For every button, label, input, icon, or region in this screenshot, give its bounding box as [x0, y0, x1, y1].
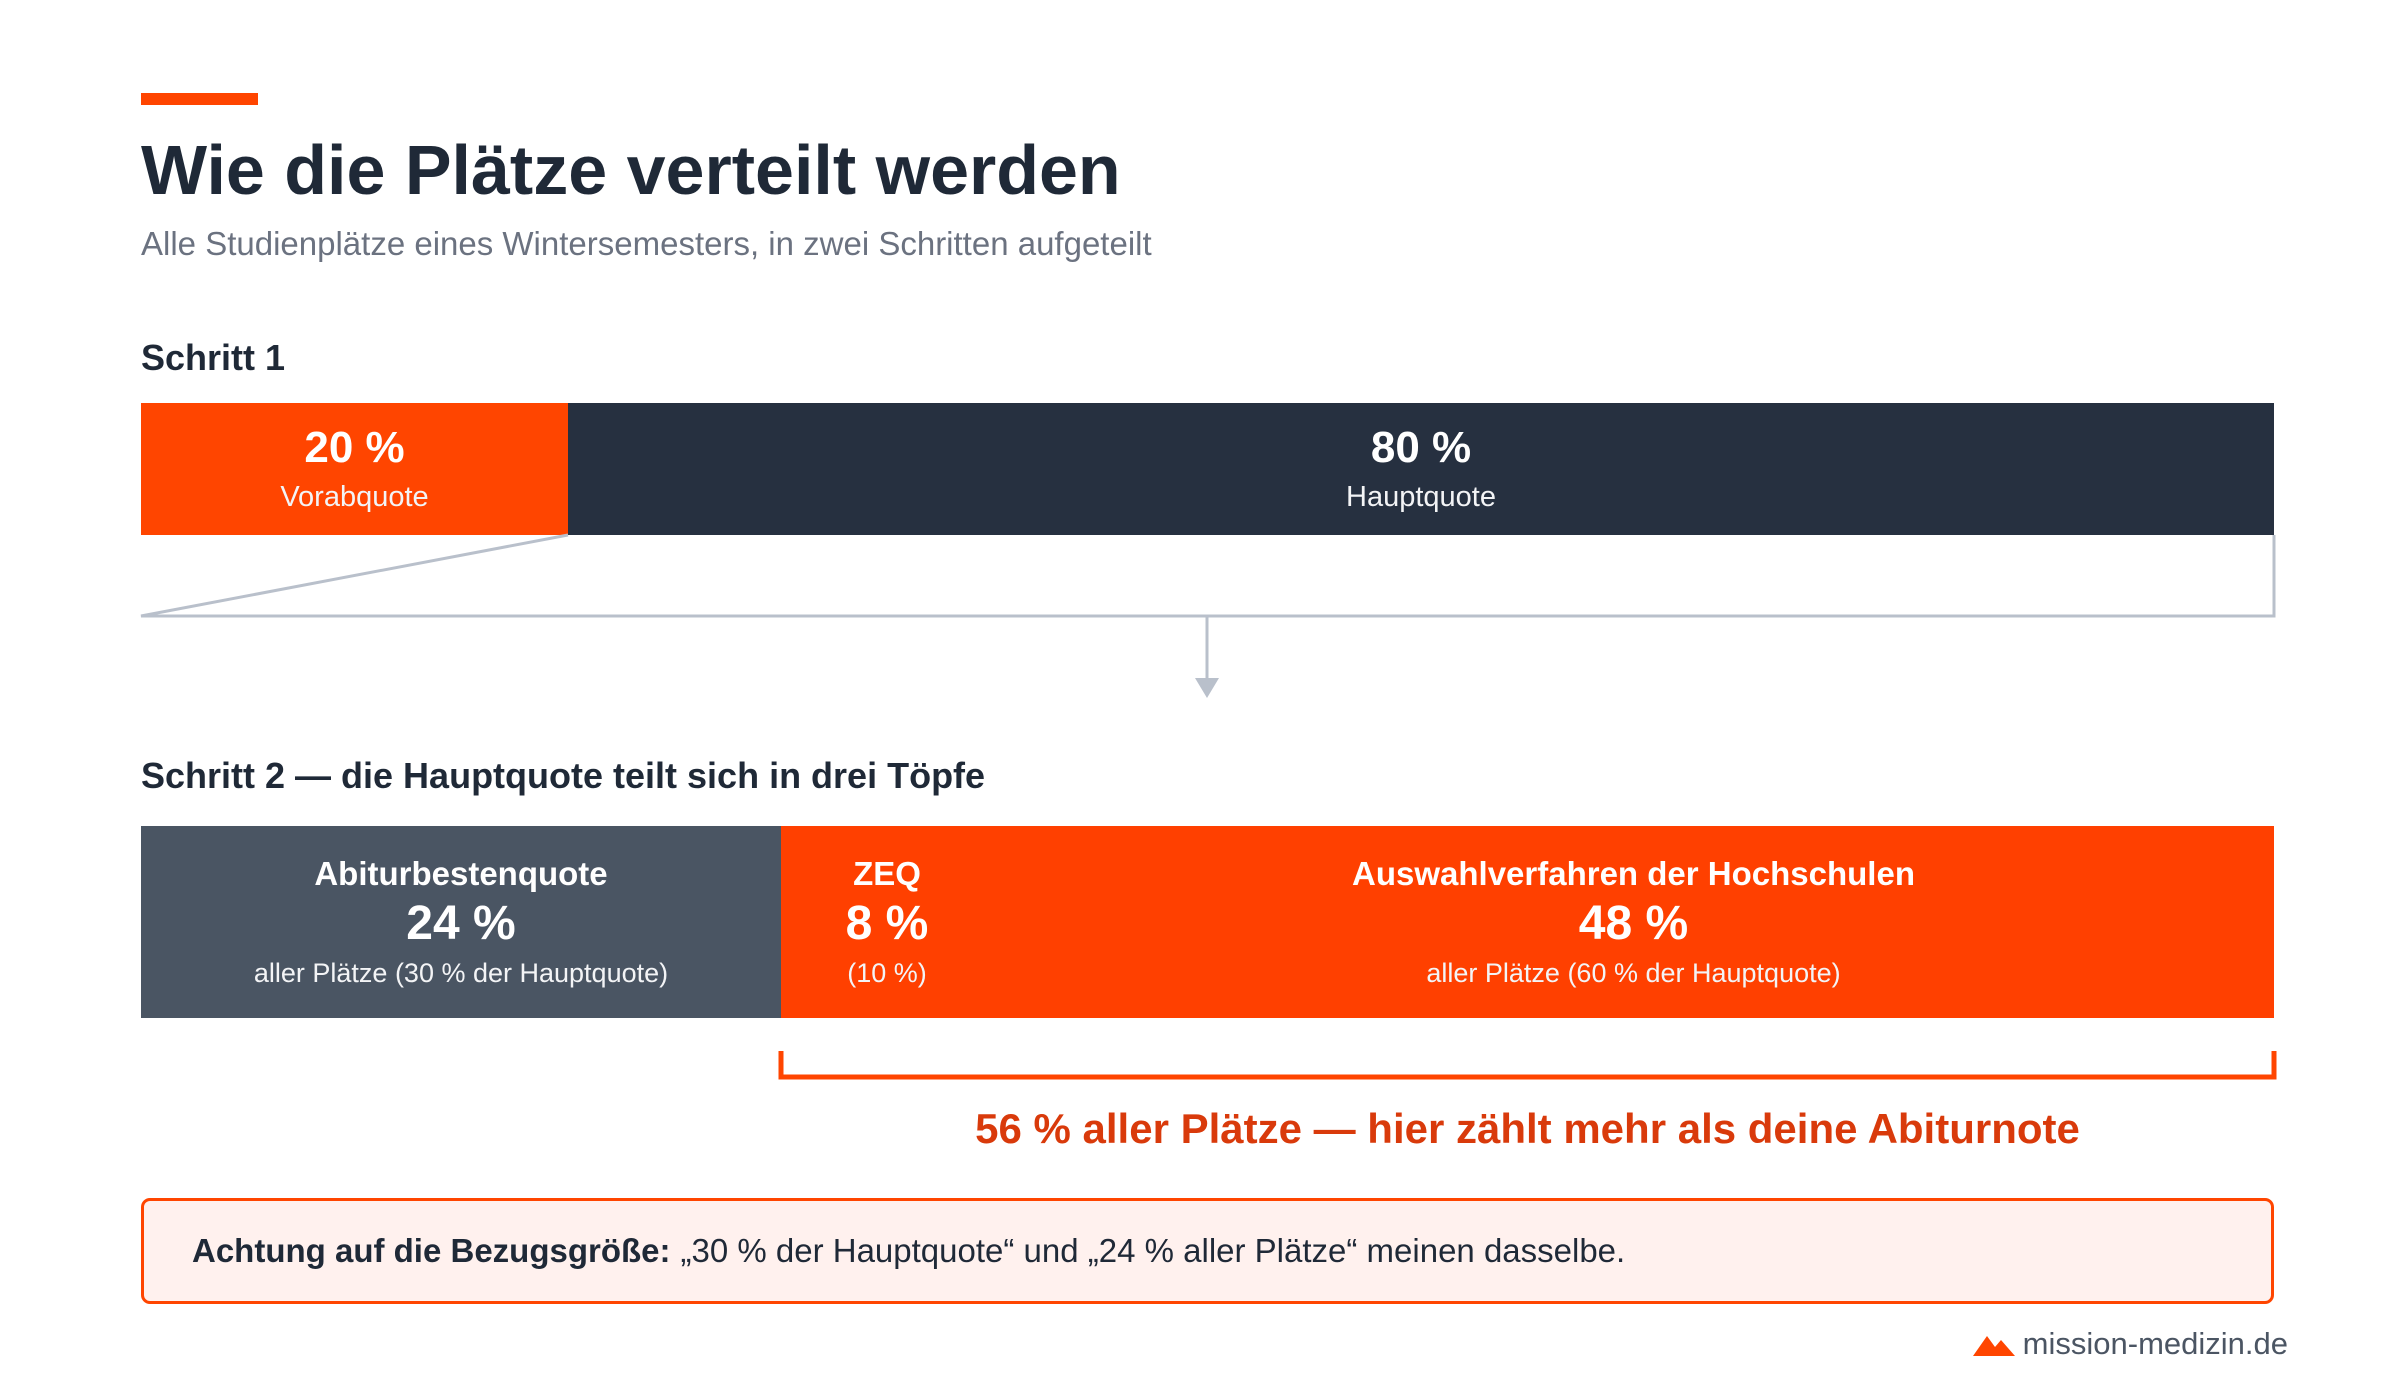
segment-note: aller Plätze (30 % der Hauptquote) — [253, 958, 669, 989]
segment-name: Hauptquote — [1346, 480, 1496, 513]
bracket-line — [778, 1051, 2277, 1080]
segment-value: 20 % — [304, 423, 405, 473]
segment-name: ZEQ — [853, 855, 921, 893]
note-bold-label: Achtung auf die Bezugsgröße: — [192, 1232, 671, 1269]
segment-value: 8 % — [845, 897, 929, 950]
bracket-label: 56 % aller Plätze — hier zählt mehr als … — [975, 1105, 2080, 1152]
segment-note: aller Plätze (60 % der Hauptquote) — [1426, 958, 1841, 989]
segment-note: (10 %) — [847, 958, 927, 989]
segment-name: Abiturbestenquote — [314, 855, 608, 893]
footer-brand: mission-medizin.de — [1972, 1326, 2288, 1362]
step2-label: Schritt 2 — die Hauptquote teilt sich in… — [141, 755, 986, 796]
zoom-connector-line — [140, 533, 2276, 618]
segment-zeq: ZEQ 8 % (10 %) — [781, 826, 993, 1018]
page-subtitle: Alle Studienplätze eines Wintersemesters… — [141, 225, 1152, 262]
segment-value: 80 % — [1370, 423, 1472, 473]
segment-auswahlverfahren: Auswahlverfahren der Hochschulen 48 % al… — [993, 826, 2274, 1018]
page-title: Wie die Plätze verteilt werden — [141, 131, 1121, 209]
segment-value: 24 % — [406, 897, 516, 950]
arrow-head-icon — [1195, 678, 1219, 698]
mountain-logo-icon — [1972, 1336, 2015, 1356]
step1-label: Schritt 1 — [141, 337, 286, 378]
accent-bar — [141, 93, 258, 105]
warning-note: Achtung auf die Bezugsgröße: „30 % der H… — [141, 1198, 2274, 1304]
segment-vorabquote: 20 % Vorabquote — [141, 403, 568, 535]
segment-value: 48 % — [1578, 897, 1689, 950]
brand-text: mission-medizin.de — [2022, 1326, 2288, 1361]
segment-abiturbestenquote: Abiturbestenquote 24 % aller Plätze (30 … — [141, 826, 781, 1018]
segment-name: Auswahlverfahren der Hochschulen — [1352, 855, 1915, 893]
segment-name: Vorabquote — [280, 480, 429, 513]
segment-hauptquote: 80 % Hauptquote — [568, 403, 2274, 535]
note-text: „30 % der Hauptquote“ und „24 % aller Pl… — [680, 1232, 1626, 1269]
